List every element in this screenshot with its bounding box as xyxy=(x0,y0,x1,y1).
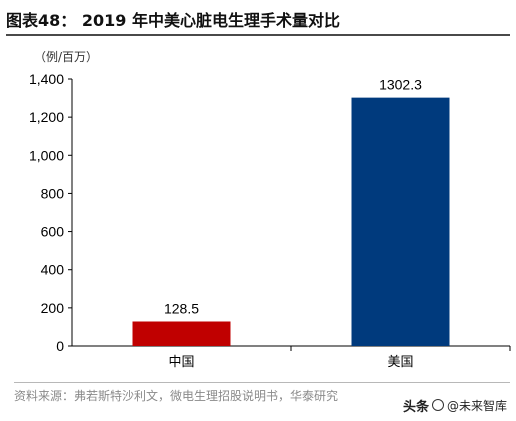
title-divider xyxy=(6,34,510,36)
bar xyxy=(351,97,450,346)
bar-value-label: 128.5 xyxy=(164,300,199,316)
source-note: 资料来源：弗若斯特沙利文，微电生理招股说明书，华泰研究 xyxy=(14,389,339,403)
watermark: 头条 @未来智库 xyxy=(400,393,510,417)
watermark-icon xyxy=(432,399,444,411)
y-tick-label: 1,400 xyxy=(29,71,64,87)
y-tick-label: 0 xyxy=(56,338,64,354)
y-tick-label: 200 xyxy=(41,300,65,316)
y-tick-label: 800 xyxy=(41,185,65,201)
bar xyxy=(132,321,231,346)
y-tick-label: 1,000 xyxy=(29,147,64,163)
source-divider xyxy=(14,382,510,383)
y-axis-unit-label: （例/百万） xyxy=(34,50,99,64)
x-tick-label: 美国 xyxy=(387,355,413,370)
x-tick-label: 中国 xyxy=(168,355,194,370)
watermark-brand: 头条 xyxy=(402,399,429,415)
chart-title: 图表48： 2019 年中美心脏电生理手术量对比 xyxy=(6,11,340,30)
watermark-handle: @未来智库 xyxy=(447,398,508,413)
y-tick-label: 1,200 xyxy=(29,109,64,125)
y-tick-label: 400 xyxy=(41,262,65,278)
bar-value-label: 1302.3 xyxy=(379,77,422,93)
y-tick-label: 600 xyxy=(41,224,65,240)
